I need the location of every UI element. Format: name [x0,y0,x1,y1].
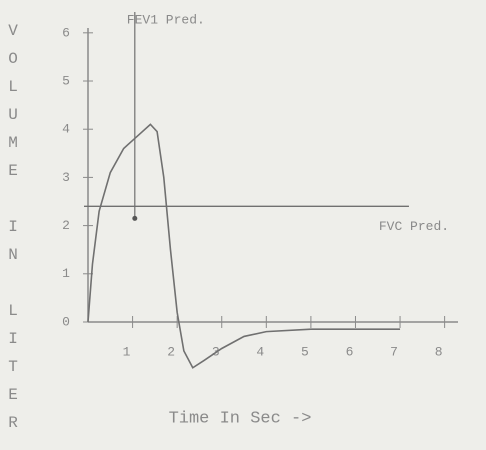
y-tick-label: 4 [62,122,70,137]
volume-curve [87,123,401,369]
x-tick-label: 7 [390,344,398,359]
fvc-pred-label: FVC Pred. [379,219,449,234]
y-tick-label: 6 [62,25,70,40]
x-tick-label: 5 [301,344,309,359]
y-tick-label: 3 [62,170,70,185]
x-tick-label: 8 [435,344,443,359]
fev1-pred-point [132,215,138,221]
y-tick-label: 0 [62,314,70,329]
x-axis-label: Time In Sec -> [169,409,312,428]
x-tick-label: 4 [256,344,264,359]
x-tick-label: 2 [167,344,175,359]
y-tick-label: 5 [62,73,70,88]
x-tick-label: 6 [346,344,354,359]
y-axis-label: VOLUME IN LITER [4,22,22,442]
y-tick-label: 1 [62,266,70,281]
fev1-pred-label: FEV1 Pred. [127,12,205,27]
y-tick-label: 2 [62,218,70,233]
x-tick-label: 1 [123,344,131,359]
